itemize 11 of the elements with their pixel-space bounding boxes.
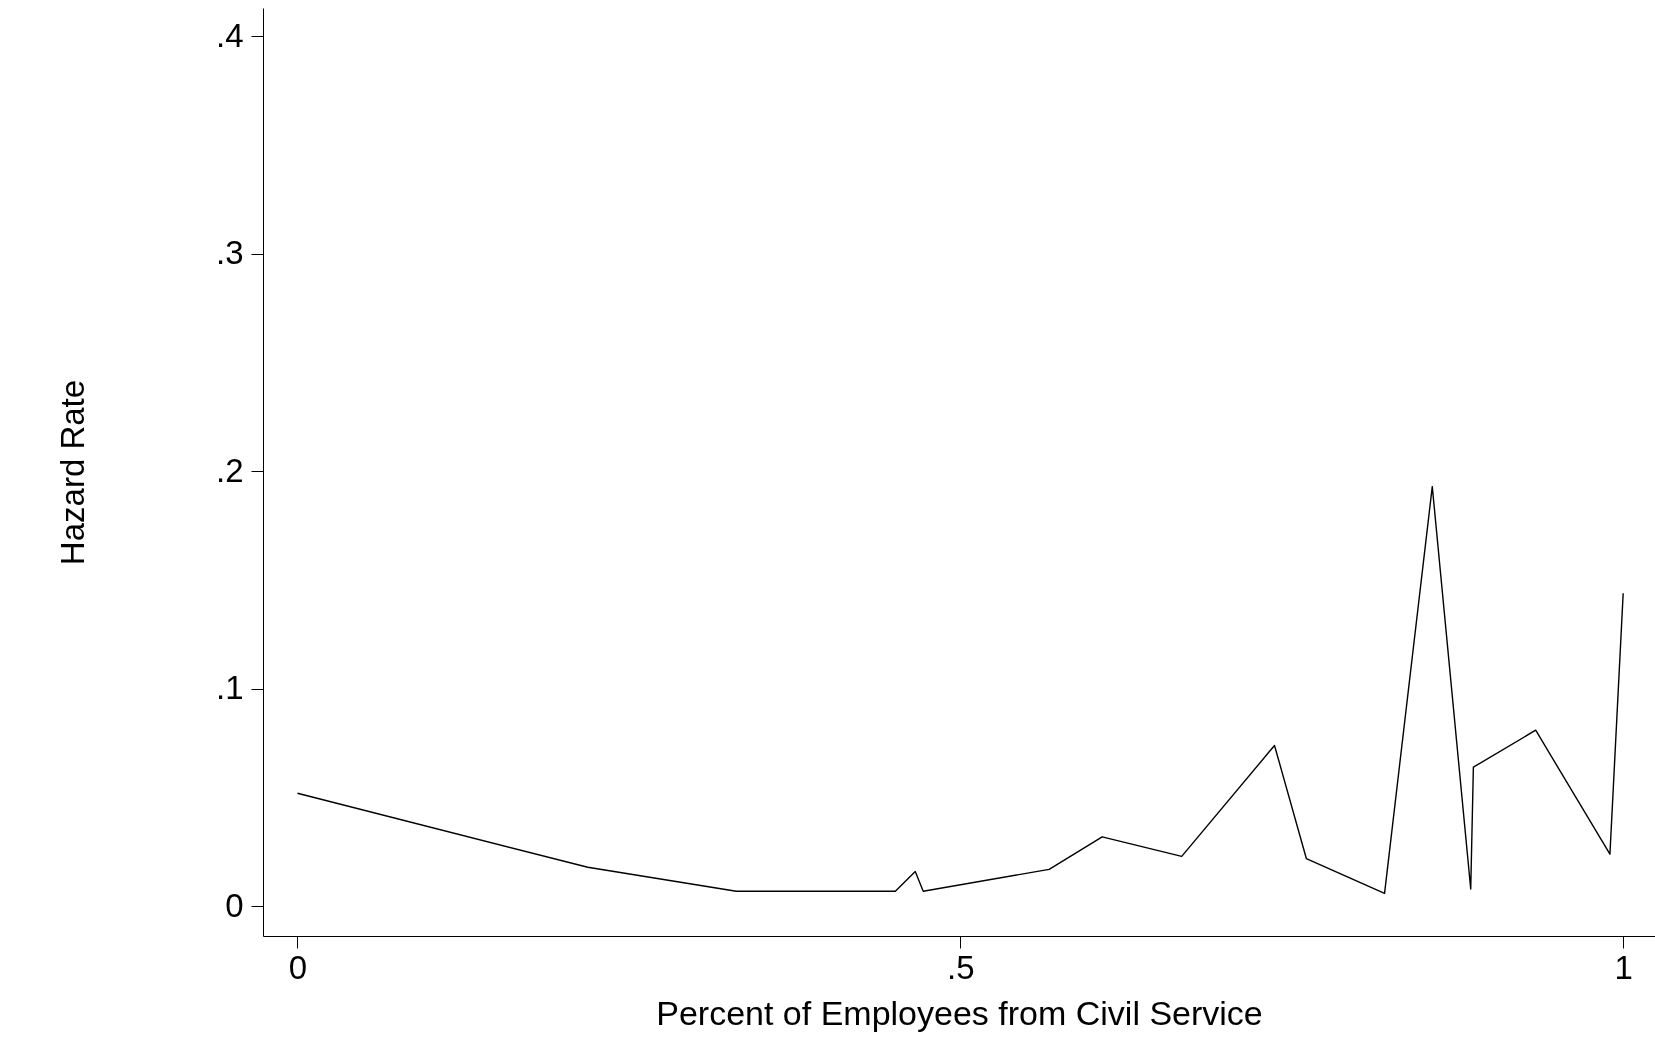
x-tick-label: 1 [1614, 948, 1633, 986]
x-tick-label: 0 [288, 948, 308, 986]
y-tick-label: .2 [215, 451, 244, 489]
y-tick-label: .4 [215, 16, 244, 54]
y-tick-label: .1 [215, 669, 244, 707]
x-axis-title: Percent of Employees from Civil Service [656, 993, 1263, 1032]
y-tick-label: 0 [225, 886, 244, 924]
y-axis-title: Hazard Rate [53, 379, 91, 566]
x-tick-label: .5 [947, 948, 975, 986]
y-tick-label: .3 [215, 234, 244, 272]
line-series [296, 485, 1624, 895]
